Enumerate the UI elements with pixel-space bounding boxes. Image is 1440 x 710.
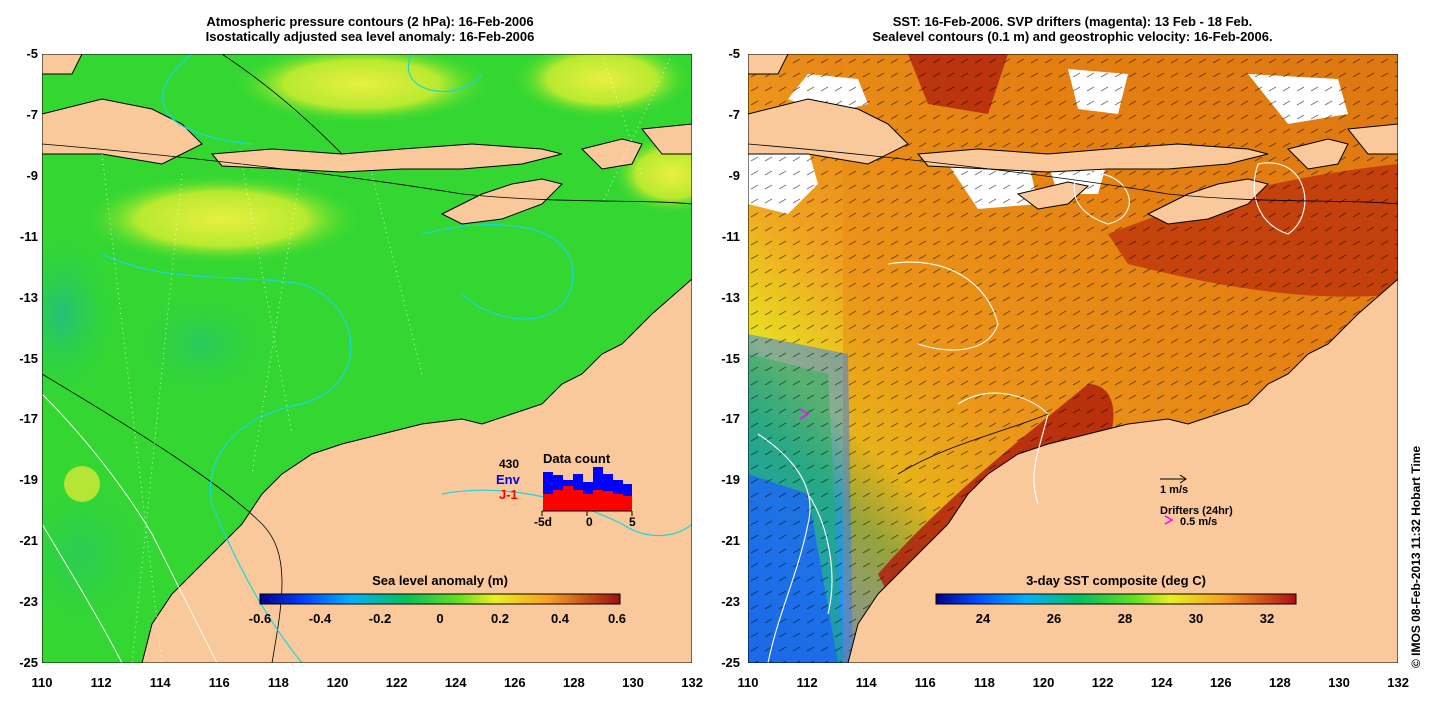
left-xtick-4: 118 xyxy=(267,675,289,690)
drifters-label: Drifters (24hr) xyxy=(1160,505,1233,517)
left-xtick-1: 112 xyxy=(90,675,112,690)
inset-env-label: Env xyxy=(496,472,520,487)
right-ytick-8: -21 xyxy=(721,533,740,549)
right-xtick-2: 114 xyxy=(855,675,877,690)
left-cbar-tick-5: 0.4 xyxy=(550,611,570,626)
right-title-line1: SST: 16-Feb-2006. SVP drifters (magenta)… xyxy=(892,14,1253,29)
left-xtick-5: 120 xyxy=(326,675,349,690)
sst-colorbar xyxy=(935,593,1297,605)
left-ytick-4: -13 xyxy=(19,289,38,305)
right-xtick-11: 132 xyxy=(1387,675,1409,690)
copyright-text: © IMOS 08-Feb-2013 11:32 Hobart Time xyxy=(1409,445,1423,668)
right-map xyxy=(748,54,1398,663)
left-title-line2: Isostatically adjusted sea level anomaly… xyxy=(205,29,535,44)
right-xtick-10: 130 xyxy=(1328,675,1350,690)
right-cbar-tick-3: 30 xyxy=(1188,611,1204,626)
right-xtick-4: 118 xyxy=(973,675,995,690)
left-ytick-6: -17 xyxy=(19,411,38,427)
left-xtick-11: 132 xyxy=(681,675,703,690)
left-xtick-7: 124 xyxy=(444,675,467,690)
inset-title: Data count xyxy=(543,451,611,466)
right-xtick-1: 112 xyxy=(796,675,818,690)
sla-colorbar xyxy=(259,593,621,605)
left-ytick-0: -5 xyxy=(26,46,38,61)
right-colorbar-title: 3-day SST composite (deg C) xyxy=(1026,573,1206,588)
right-cbar-tick-4: 32 xyxy=(1259,611,1275,626)
right-ytick-2: -9 xyxy=(728,167,740,183)
inset-xtick-2: 5 xyxy=(629,515,636,529)
inset-j1-label: J-1 xyxy=(499,487,518,502)
data-count-inset xyxy=(541,467,633,516)
right-title: SST: 16-Feb-2006. SVP drifters (magenta)… xyxy=(745,14,1400,44)
right-ytick-4: -13 xyxy=(721,289,740,305)
right-ytick-9: -23 xyxy=(721,594,740,610)
left-xtick-8: 126 xyxy=(503,675,526,690)
j1-bars xyxy=(543,486,632,511)
right-ytick-7: -19 xyxy=(721,472,740,488)
left-title: Atmospheric pressure contours (2 hPa): 1… xyxy=(60,14,680,44)
left-xtick-0: 110 xyxy=(31,675,53,690)
right-title-line2: Sealevel contours (0.1 m) and geostrophi… xyxy=(872,29,1273,44)
left-map xyxy=(42,54,692,663)
left-ytick-7: -19 xyxy=(19,472,38,488)
left-ytick-1: -7 xyxy=(26,106,38,122)
left-xtick-3: 116 xyxy=(208,675,230,690)
inset-count: 430 xyxy=(499,457,520,471)
left-ytick-5: -15 xyxy=(19,350,38,366)
drifter-speed-label: 0.5 m/s xyxy=(1180,516,1218,528)
inset-xtick-0: -5d xyxy=(534,515,552,529)
left-xtick-10: 130 xyxy=(622,675,644,690)
right-xtick-0: 110 xyxy=(737,675,759,690)
right-ytick-5: -15 xyxy=(721,350,740,366)
right-xtick-9: 128 xyxy=(1269,675,1291,690)
right-cbar-tick-0: 24 xyxy=(975,611,991,626)
left-ytick-2: -9 xyxy=(26,167,38,183)
left-ytick-3: -11 xyxy=(19,228,38,244)
inset-xtick-1: 0 xyxy=(586,515,593,529)
right-ytick-3: -11 xyxy=(721,228,740,244)
left-ytick-9: -23 xyxy=(19,594,38,610)
right-xtick-3: 116 xyxy=(914,675,936,690)
right-xtick-5: 120 xyxy=(1032,675,1055,690)
left-ytick-8: -21 xyxy=(19,533,38,549)
left-colorbar-title: Sea level anomaly (m) xyxy=(372,573,508,588)
right-ytick-1: -7 xyxy=(728,106,740,122)
velocity-scale-label: 1 m/s xyxy=(1160,484,1189,496)
right-cbar-tick-1: 26 xyxy=(1046,611,1062,626)
right-cbar-tick-2: 28 xyxy=(1117,611,1133,626)
right-ytick-6: -17 xyxy=(721,411,740,427)
right-xtick-8: 126 xyxy=(1209,675,1232,690)
left-cbar-tick-3: 0 xyxy=(436,611,444,626)
left-cbar-tick-1: -0.4 xyxy=(308,611,332,626)
left-xtick-9: 128 xyxy=(563,675,585,690)
left-cbar-tick-2: -0.2 xyxy=(368,611,392,626)
left-title-line1: Atmospheric pressure contours (2 hPa): 1… xyxy=(206,14,534,29)
left-cbar-tick-6: 0.6 xyxy=(607,611,627,626)
left-cbar-tick-0: -0.6 xyxy=(248,611,272,626)
left-xtick-6: 122 xyxy=(385,675,408,690)
left-ytick-10: -25 xyxy=(19,655,38,670)
right-ytick-10: -25 xyxy=(721,655,740,670)
right-xtick-6: 122 xyxy=(1091,675,1114,690)
left-cbar-tick-4: 0.2 xyxy=(490,611,510,626)
right-ytick-0: -5 xyxy=(728,46,740,61)
right-xtick-7: 124 xyxy=(1150,675,1173,690)
left-xtick-2: 114 xyxy=(149,675,171,690)
